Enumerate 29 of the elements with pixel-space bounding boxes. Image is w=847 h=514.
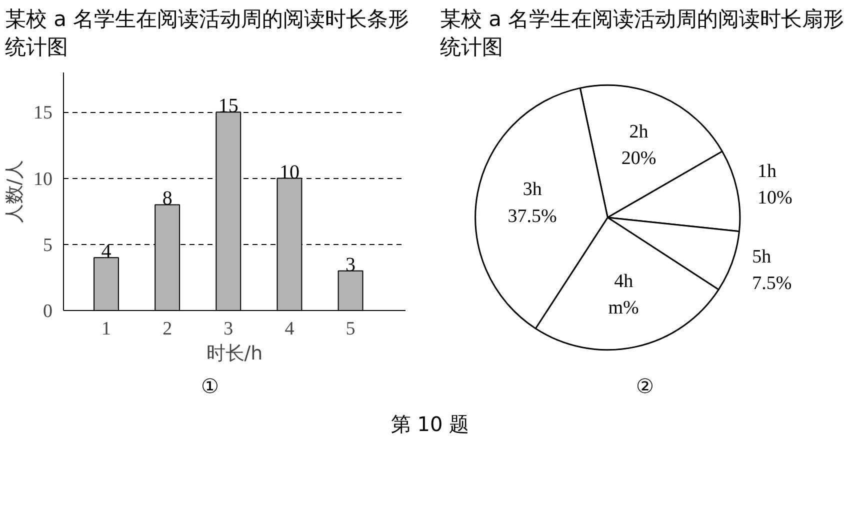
- x-tick-label: 2: [162, 318, 172, 340]
- data-label: m%: [608, 297, 640, 318]
- y-tick-label: 0: [43, 300, 52, 322]
- x-tick-label: 4: [284, 318, 295, 340]
- data-label: 4: [101, 240, 112, 262]
- slice-label: 3h: [522, 178, 542, 200]
- x-tick-label: 1: [102, 318, 111, 340]
- text: 第 10 题: [390, 411, 470, 438]
- x-axis-title: 时长/h: [206, 342, 263, 364]
- data-label: 10%: [758, 187, 793, 208]
- y-tick-label: 15: [34, 102, 52, 124]
- chart-title: 某校 a 名学生在阅读活动周的阅读时长扇形统计图: [440, 6, 846, 62]
- data-label: 8: [162, 187, 172, 210]
- data-label: 37.5%: [508, 206, 558, 227]
- slice-label: 1h: [758, 160, 778, 182]
- data-label: 15: [218, 94, 238, 117]
- text: ①: [201, 372, 219, 400]
- x-tick-label: 3: [224, 318, 234, 340]
- data-label: 7.5%: [752, 272, 792, 294]
- chart-title: 某校 a 名学生在阅读活动周的阅读时长条形统计图: [5, 6, 410, 62]
- slice-label: 5h: [752, 246, 772, 268]
- slice-label: 2h: [629, 121, 649, 142]
- data-label: 20%: [621, 148, 656, 169]
- y-tick-label: 10: [34, 168, 52, 190]
- slice-label: 4h: [614, 270, 634, 292]
- y-tick-label: 5: [43, 234, 52, 256]
- y-axis-title: 人数/人: [4, 159, 26, 223]
- x-tick-label: 5: [346, 318, 356, 340]
- text: ②: [636, 372, 654, 400]
